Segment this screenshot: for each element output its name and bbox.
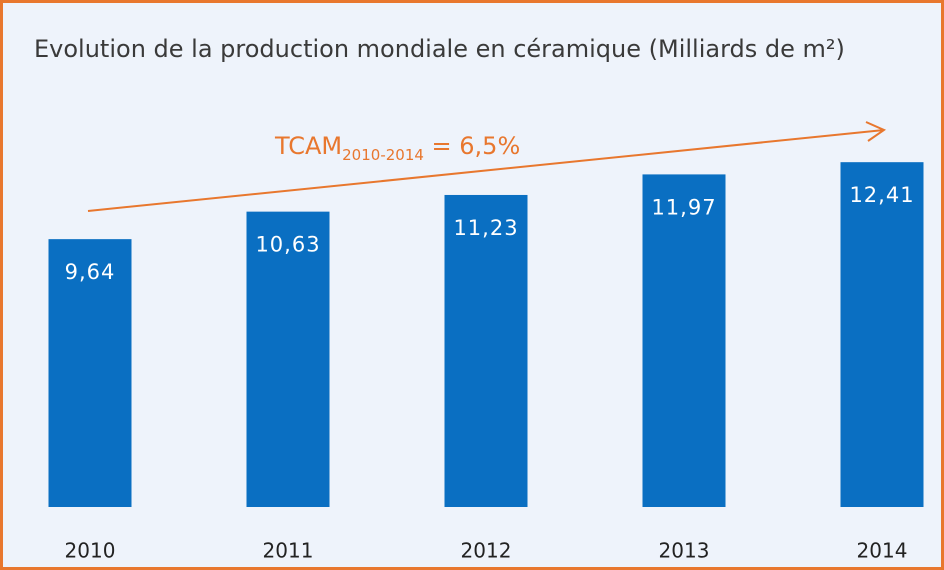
value-label: 11,97 [651, 195, 716, 219]
value-label: 12,41 [849, 183, 914, 207]
x-tick-label: 2013 [659, 539, 710, 563]
bar [48, 239, 132, 507]
chart-title: Evolution de la production mondiale en c… [34, 35, 845, 63]
bar [642, 174, 726, 507]
annotation-rest: = 6,5% [424, 132, 520, 160]
x-tick-label: 2010 [65, 539, 116, 563]
value-label: 9,64 [65, 260, 116, 284]
annotation-sub: 2010-2014 [342, 146, 424, 164]
bar [444, 194, 528, 507]
x-tick-label: 2012 [461, 539, 512, 563]
value-label: 11,23 [453, 216, 518, 240]
arrow-head [865, 121, 887, 142]
x-tick-label: 2011 [263, 539, 314, 563]
annotation: TCAM2010-2014 = 6,5% [274, 132, 520, 164]
bar [840, 162, 924, 507]
value-label: 10,63 [255, 233, 320, 257]
annotation-main: TCAM [274, 132, 342, 160]
x-tick-label: 2014 [857, 539, 908, 563]
bar [246, 211, 330, 507]
trend-arrow [87, 129, 885, 212]
